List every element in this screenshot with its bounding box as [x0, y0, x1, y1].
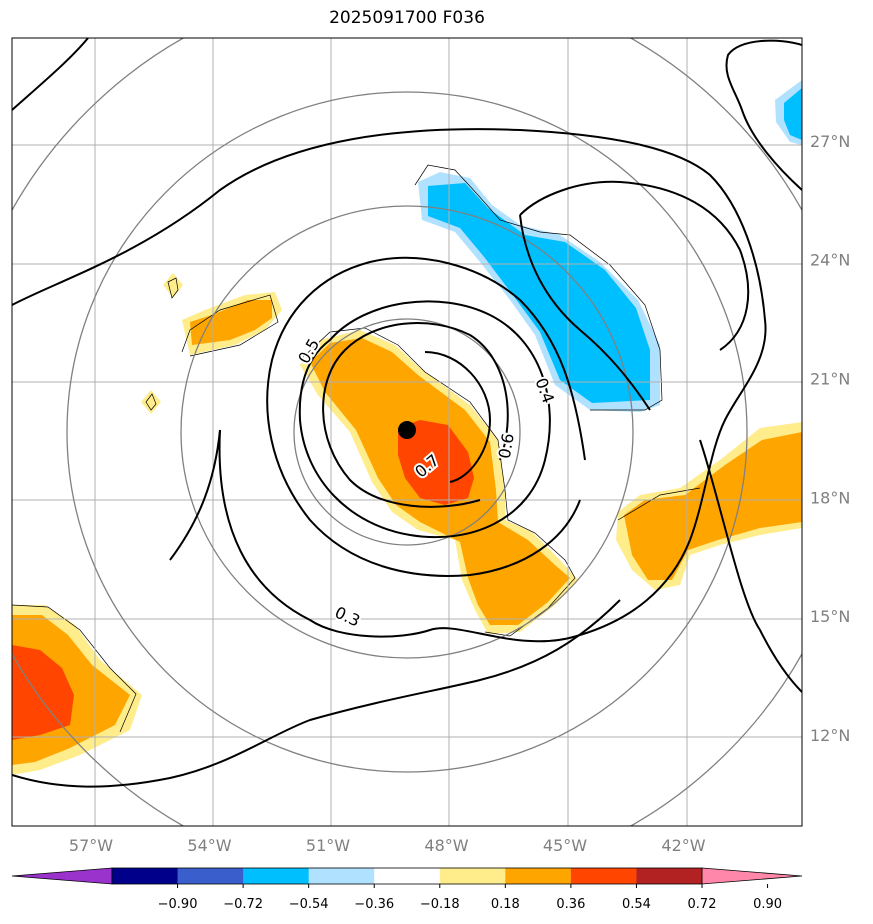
contour-0-5	[298, 300, 551, 539]
colorbar: −0.90 −0.72 −0.54 −0.36 −0.18 0.18 0.36 0.54 0.7…	[11, 867, 803, 912]
negative-anomaly-core	[428, 183, 650, 403]
colorbar-segment	[439, 868, 506, 884]
contour-0-4c	[519, 214, 651, 411]
lon-tick-label: 45°W	[543, 836, 587, 855]
lat-tick-label: 27°N	[810, 132, 850, 151]
negative-anomaly-corner-core	[784, 88, 802, 140]
plot-frame	[11, 37, 803, 827]
lon-tick-label: 51°W	[306, 836, 350, 855]
colorbar-extend-high	[701, 867, 803, 885]
lon-tick-label: 54°W	[187, 836, 231, 855]
contour-0-4a	[266, 256, 586, 577]
positive-anomaly-dot-1	[163, 273, 183, 298]
lat-tick-label: 12°N	[810, 726, 850, 745]
lat-tick-label: 15°N	[810, 607, 850, 626]
contour-0-3	[12, 128, 767, 643]
colorbar-segment	[177, 868, 244, 884]
positive-anomaly-dot-2	[141, 390, 161, 414]
colorbar-segment	[636, 868, 703, 884]
colorbar-tick-label: 0.54	[622, 897, 651, 912]
contour-ne	[725, 39, 802, 191]
lon-tick-label: 42°W	[661, 836, 705, 855]
contour-nw	[12, 38, 89, 111]
colorbar-segment	[570, 868, 637, 884]
colorbar-tick-label: −0.90	[158, 897, 198, 912]
lat-tick-label: 24°N	[810, 251, 850, 270]
colorbar-tick-label: 0.18	[491, 897, 520, 912]
contours	[12, 38, 802, 788]
contour-0-4b	[519, 180, 750, 351]
colorbar-segment	[308, 868, 375, 884]
lat-tick-label: 18°N	[810, 488, 850, 507]
colorbar-tick-label: −0.18	[420, 897, 460, 912]
lon-tick-label: 48°W	[424, 836, 468, 855]
positive-anomaly-west-small-core	[190, 300, 272, 345]
lon-tick-label: 57°W	[69, 836, 113, 855]
colorbar-tick-label: 0.90	[753, 897, 782, 912]
colorbar-frame	[111, 867, 703, 885]
range-rings	[12, 38, 802, 826]
colorbar-segment	[505, 868, 572, 884]
colorbar-segment	[112, 868, 179, 884]
map-title: 2025091700 F036	[329, 8, 485, 28]
colorbar-extend-low	[11, 867, 113, 885]
lat-tick-label: 21°N	[810, 370, 850, 389]
plot-area: 0.30.40.50.60.7	[12, 38, 802, 826]
storm-center-marker	[398, 421, 416, 440]
positive-anomaly-east-core	[624, 432, 802, 580]
positive-anomaly-central-max	[398, 420, 474, 505]
colorbar-tick-label: −0.36	[354, 897, 394, 912]
colorbar-segment	[374, 868, 441, 884]
colorbar-tick-label: 0.72	[688, 897, 717, 912]
gridlines	[12, 38, 802, 826]
contour-0-6	[322, 322, 509, 508]
longitude-labels: 57°W 54°W 51°W 48°W 45°W 42°W	[69, 836, 706, 855]
colorbar-tick-label: −0.72	[223, 897, 263, 912]
latitude-labels: 27°N 24°N 21°N 18°N 15°N 12°N	[810, 132, 850, 745]
positive-anomaly-southwest-max	[12, 645, 74, 740]
colorbar-segment	[243, 868, 310, 884]
contour-se	[699, 439, 802, 693]
contour-0-7	[424, 351, 492, 483]
contour-0-3-west	[169, 429, 221, 561]
contour-0-3-lower	[12, 599, 621, 788]
colorbar-tick-label: 0.36	[556, 897, 585, 912]
shaded-fields	[12, 80, 802, 775]
colorbar-tick-label: −0.54	[289, 897, 329, 912]
